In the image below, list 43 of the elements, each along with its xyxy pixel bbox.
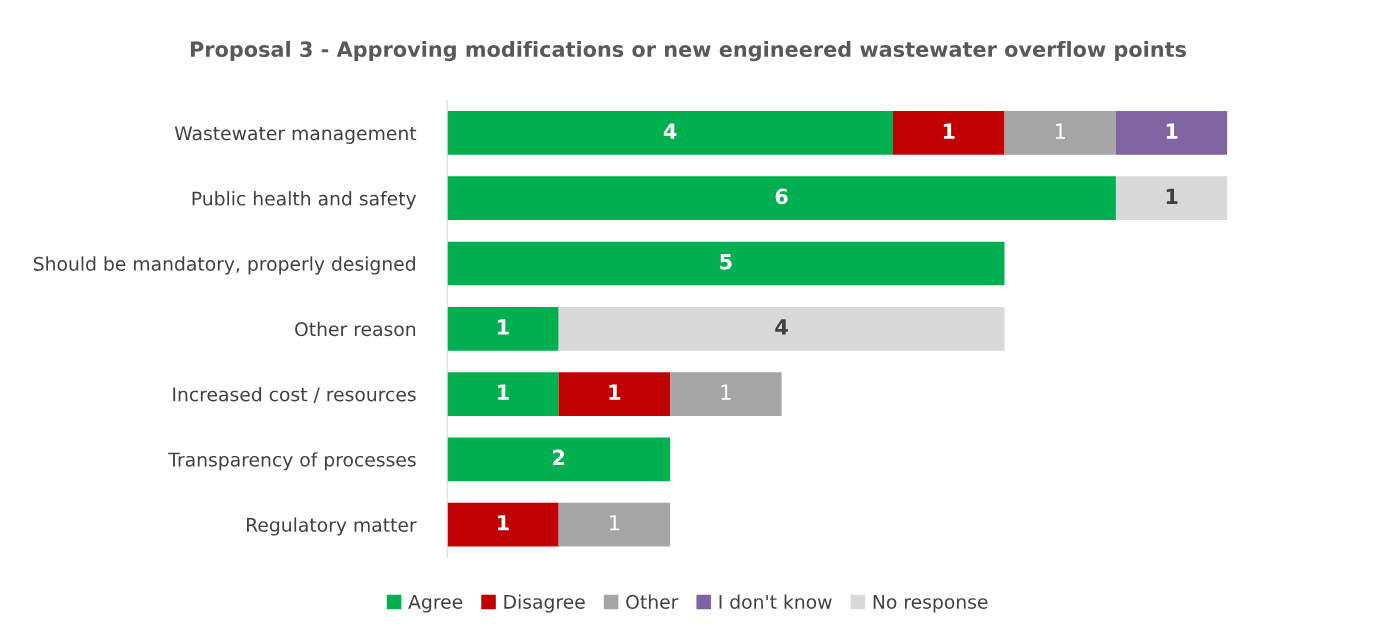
y-tick-label: Regulatory matter: [246, 517, 417, 536]
legend-label: Other: [626, 594, 679, 609]
data-label: 1: [1055, 123, 1065, 139]
bar: [447, 502, 559, 547]
bar: [1115, 176, 1228, 221]
y-tick-label: Transparency of processes: [168, 452, 416, 471]
data-label: 1: [943, 123, 955, 139]
bar: [447, 372, 559, 416]
legend-label: Agree: [408, 594, 463, 613]
bar: [1004, 111, 1116, 155]
bar: [447, 176, 1116, 221]
data-label: 1: [609, 384, 621, 400]
bar: [447, 437, 671, 482]
data-label: 1: [498, 319, 509, 335]
bar: [893, 111, 1005, 155]
data-label: 1: [1166, 188, 1178, 204]
data-label: 1: [1166, 123, 1178, 139]
data-label: 4: [775, 319, 788, 335]
y-tick-label: Increased cost / resources: [173, 386, 416, 403]
chart-title: Proposal 3 - Approving modifications or new engineered wastewater overflow points: [190, 40, 1187, 62]
y-tick-label: Should be mandatory, properly designed: [33, 256, 415, 275]
y-tick-label: Public health and safety: [192, 191, 417, 210]
y-tick-label: Wastewater management: [174, 126, 417, 144]
data-label: 1: [721, 384, 731, 400]
data-label: 5: [720, 254, 732, 270]
data-label: 6: [775, 188, 788, 205]
data-label: 1: [610, 515, 620, 531]
data-label: 2: [553, 449, 565, 466]
data-label: 1: [498, 384, 509, 400]
legend-label: Disagree: [504, 594, 585, 613]
data-label: 4: [663, 123, 677, 139]
bar: [558, 502, 671, 547]
bar: [558, 306, 1005, 351]
bar: [447, 241, 1005, 286]
data-label: 1: [498, 515, 509, 531]
bar: [447, 111, 894, 155]
bar: [670, 372, 782, 416]
legend-label: No response: [873, 594, 988, 613]
bar: [447, 306, 559, 351]
legend-label: I don't know: [719, 594, 832, 609]
bar: [1115, 111, 1228, 155]
y-tick-label: Other reason: [295, 321, 416, 337]
bar: [558, 372, 671, 416]
